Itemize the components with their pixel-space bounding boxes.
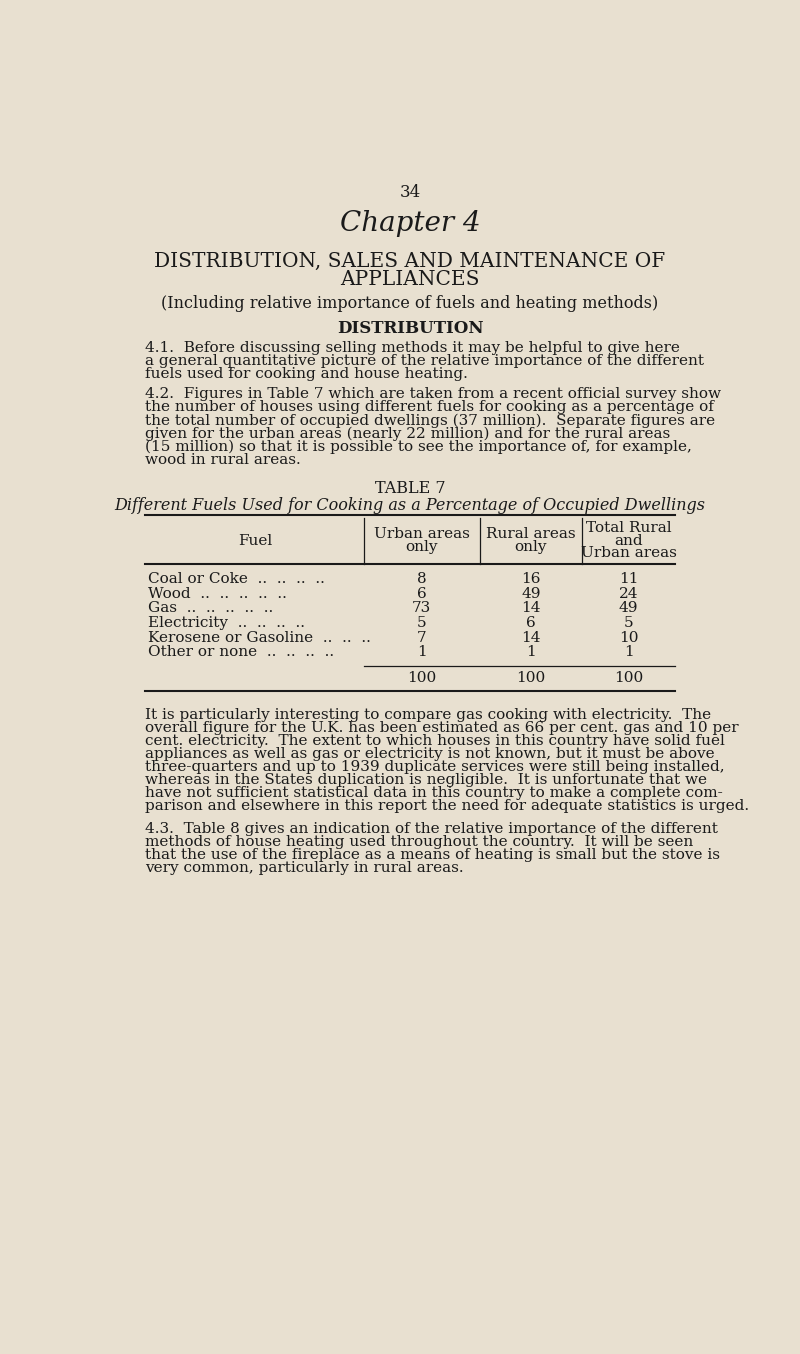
Text: 73: 73 (412, 601, 431, 615)
Text: 4.2.  Figures in Table 7 which are taken from a recent official survey show: 4.2. Figures in Table 7 which are taken … (145, 387, 721, 401)
Text: 100: 100 (614, 672, 643, 685)
Text: 1: 1 (526, 646, 536, 659)
Text: 14: 14 (521, 601, 541, 615)
Text: have not sufficient statistical data in this country to make a complete com-: have not sufficient statistical data in … (145, 787, 722, 800)
Text: 11: 11 (619, 573, 638, 586)
Text: TABLE 7: TABLE 7 (374, 479, 446, 497)
Text: 10: 10 (619, 631, 638, 645)
Text: parison and elsewhere in this report the need for adequate statistics is urged.: parison and elsewhere in this report the… (145, 799, 749, 814)
Text: 6: 6 (526, 616, 536, 630)
Text: DISTRIBUTION: DISTRIBUTION (337, 320, 483, 337)
Text: cent. electricity.  The extent to which houses in this country have solid fuel: cent. electricity. The extent to which h… (145, 734, 725, 747)
Text: 6: 6 (417, 586, 426, 601)
Text: 5: 5 (417, 616, 426, 630)
Text: Urban areas: Urban areas (581, 546, 677, 559)
Text: Urban areas: Urban areas (374, 527, 470, 540)
Text: wood in rural areas.: wood in rural areas. (145, 452, 301, 467)
Text: Rural areas: Rural areas (486, 527, 576, 540)
Text: 7: 7 (417, 631, 426, 645)
Text: DISTRIBUTION, SALES AND MAINTENANCE OF: DISTRIBUTION, SALES AND MAINTENANCE OF (154, 252, 666, 271)
Text: (Including relative importance of fuels and heating methods): (Including relative importance of fuels … (162, 295, 658, 311)
Text: Wood  ..  ..  ..  ..  ..: Wood .. .. .. .. .. (148, 586, 287, 601)
Text: Fuel: Fuel (238, 533, 272, 547)
Text: Coal or Coke  ..  ..  ..  ..: Coal or Coke .. .. .. .. (148, 573, 325, 586)
Text: and: and (614, 533, 643, 547)
Text: 49: 49 (619, 601, 638, 615)
Text: three-quarters and up to 1939 duplicate services were still being installed,: three-quarters and up to 1939 duplicate … (145, 760, 725, 774)
Text: only: only (514, 540, 547, 554)
Text: 49: 49 (521, 586, 541, 601)
Text: Kerosene or Gasoline  ..  ..  ..: Kerosene or Gasoline .. .. .. (148, 631, 371, 645)
Text: that the use of the fireplace as a means of heating is small but the stove is: that the use of the fireplace as a means… (145, 848, 720, 861)
Text: Different Fuels Used for Cooking as a Percentage of Occupied Dwellings: Different Fuels Used for Cooking as a Pe… (114, 497, 706, 513)
Text: 4.1.  Before discussing selling methods it may be helpful to give here: 4.1. Before discussing selling methods i… (145, 341, 680, 355)
Text: overall figure for the U.K. has been estimated as 66 per cent. gas and 10 per: overall figure for the U.K. has been est… (145, 720, 738, 735)
Text: the total number of occupied dwellings (37 million).  Separate figures are: the total number of occupied dwellings (… (145, 413, 715, 428)
Text: Total Rural: Total Rural (586, 521, 671, 535)
Text: (15 million) so that it is possible to see the importance of, for example,: (15 million) so that it is possible to s… (145, 440, 692, 454)
Text: the number of houses using different fuels for cooking as a percentage of: the number of houses using different fue… (145, 401, 714, 414)
Text: appliances as well as gas or electricity is not known, but it must be above: appliances as well as gas or electricity… (145, 747, 714, 761)
Text: whereas in the States duplication is negligible.  It is unfortunate that we: whereas in the States duplication is neg… (145, 773, 707, 787)
Text: only: only (406, 540, 438, 554)
Text: 34: 34 (399, 184, 421, 200)
Text: 1: 1 (417, 646, 426, 659)
Text: Gas  ..  ..  ..  ..  ..: Gas .. .. .. .. .. (148, 601, 274, 615)
Text: 1: 1 (624, 646, 634, 659)
Text: Electricity  ..  ..  ..  ..: Electricity .. .. .. .. (148, 616, 305, 630)
Text: It is particularly interesting to compare gas cooking with electricity.  The: It is particularly interesting to compar… (145, 708, 711, 722)
Text: given for the urban areas (nearly 22 million) and for the rural areas: given for the urban areas (nearly 22 mil… (145, 427, 670, 441)
Text: 24: 24 (619, 586, 638, 601)
Text: 100: 100 (407, 672, 436, 685)
Text: APPLIANCES: APPLIANCES (340, 271, 480, 290)
Text: methods of house heating used throughout the country.  It will be seen: methods of house heating used throughout… (145, 834, 693, 849)
Text: fuels used for cooking and house heating.: fuels used for cooking and house heating… (145, 367, 468, 382)
Text: 5: 5 (624, 616, 634, 630)
Text: 16: 16 (521, 573, 541, 586)
Text: 4.3.  Table 8 gives an indication of the relative importance of the different: 4.3. Table 8 gives an indication of the … (145, 822, 718, 835)
Text: Chapter 4: Chapter 4 (340, 210, 480, 237)
Text: very common, particularly in rural areas.: very common, particularly in rural areas… (145, 861, 463, 875)
Text: Other or none  ..  ..  ..  ..: Other or none .. .. .. .. (148, 646, 334, 659)
Text: 14: 14 (521, 631, 541, 645)
Text: 100: 100 (516, 672, 546, 685)
Text: a general quantitative picture of the relative importance of the different: a general quantitative picture of the re… (145, 355, 704, 368)
Text: 8: 8 (417, 573, 426, 586)
